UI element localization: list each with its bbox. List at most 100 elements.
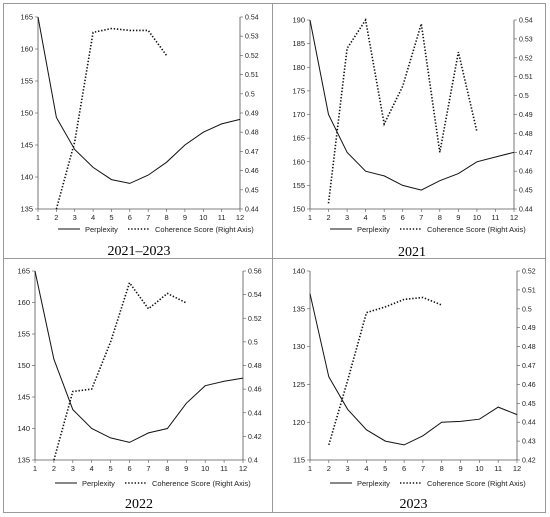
x-tick-label: 12	[236, 213, 244, 222]
panel-caption: 2022	[125, 497, 153, 512]
left-tick-label: 175	[292, 86, 305, 95]
x-tick-label: 2	[54, 213, 58, 222]
left-tick-label: 130	[292, 342, 305, 351]
right-tick-label: 0.49	[245, 111, 259, 118]
x-tick-label: 6	[401, 213, 405, 222]
legend-coherence-label: Coherence Score (Right Axis)	[152, 479, 251, 488]
legend-coherence-label: Coherence Score (Right Axis)	[427, 479, 526, 488]
left-tick-label: 160	[20, 45, 33, 54]
left-tick-label: 180	[292, 63, 305, 72]
x-tick-label: 5	[383, 464, 387, 473]
perplexity-series-line	[309, 293, 518, 446]
left-tick-label: 125	[292, 380, 305, 389]
chart-panel-3: 1351401451501551601650.40.420.440.460.48…	[17, 267, 261, 512]
x-tick-label: 4	[364, 464, 368, 473]
left-tick-label: 140	[20, 173, 33, 182]
legend-perplexity-label: Perplexity	[357, 479, 390, 488]
right-tick-label: 0.5	[519, 93, 529, 100]
left-tick-label: 115	[293, 456, 305, 465]
x-tick-label: 8	[165, 464, 169, 473]
legend-coherence-label: Coherence Score (Right Axis)	[155, 225, 254, 234]
left-tick-label: 145	[17, 393, 30, 402]
right-tick-label: 0.47	[245, 149, 259, 156]
x-tick-label: 4	[364, 213, 368, 222]
x-tick-label: 2	[52, 464, 56, 473]
right-tick-label: 0.54	[245, 15, 259, 22]
legend-perplexity-label: Perplexity	[82, 479, 115, 488]
x-tick-label: 9	[183, 213, 187, 222]
left-tick-label: 170	[292, 110, 305, 119]
x-tick-label: 4	[90, 464, 94, 473]
x-tick-label: 9	[458, 464, 462, 473]
x-tick-label: 12	[510, 213, 518, 222]
x-tick-label: 7	[146, 464, 150, 473]
right-tick-label: 0.45	[245, 187, 259, 194]
right-tick-label: 0.43	[522, 439, 536, 446]
coherence-series-line	[328, 296, 442, 446]
left-tick-label: 135	[17, 456, 30, 465]
x-tick-label: 10	[199, 213, 207, 222]
right-tick-label: 0.51	[522, 287, 536, 294]
right-tick-label: 0.47	[519, 150, 533, 157]
x-tick-label: 5	[382, 213, 386, 222]
x-tick-label: 12	[513, 464, 521, 473]
right-tick-label: 0.56	[248, 269, 262, 276]
left-tick-label: 145	[20, 141, 33, 150]
left-tick-label: 155	[20, 77, 33, 86]
coherence-series-line	[55, 27, 168, 210]
left-tick-label: 185	[292, 39, 305, 48]
x-tick-label: 11	[218, 213, 226, 222]
right-tick-label: 0.48	[519, 131, 533, 138]
x-tick-label: 10	[475, 464, 483, 473]
panel-divider-horizontal	[3, 258, 546, 259]
right-tick-label: 0.46	[519, 169, 533, 176]
x-tick-label: 1	[36, 213, 40, 222]
left-tick-label: 150	[17, 361, 30, 370]
right-tick-label: 0.5	[248, 339, 258, 346]
right-tick-label: 0.45	[522, 401, 536, 408]
left-tick-label: 135	[292, 304, 305, 313]
x-tick-label: 1	[308, 213, 312, 222]
right-tick-label: 0.47	[522, 363, 536, 370]
x-tick-label: 8	[440, 464, 444, 473]
left-tick-label: 150	[292, 205, 305, 214]
right-tick-label: 0.53	[519, 36, 533, 43]
coherence-series-line	[53, 281, 187, 461]
x-tick-label: 11	[220, 464, 228, 473]
right-tick-label: 0.5	[245, 91, 255, 98]
right-tick-label: 0.52	[522, 269, 536, 276]
chart-panel-2: 1501551601651701751801851900.440.450.460…	[292, 16, 532, 260]
left-tick-label: 120	[292, 418, 305, 427]
right-tick-label: 0.54	[248, 292, 262, 299]
right-tick-label: 0.44	[248, 410, 262, 417]
legend-coherence-label: Coherence Score (Right Axis)	[427, 225, 526, 234]
x-tick-label: 3	[346, 464, 350, 473]
left-tick-label: 160	[17, 298, 30, 307]
x-tick-label: 8	[438, 213, 442, 222]
chart-panel-1: 1351401451501551601650.440.450.460.470.4…	[20, 13, 258, 259]
right-tick-label: 0.5	[522, 306, 532, 313]
right-tick-label: 0.49	[519, 112, 533, 119]
x-tick-label: 2	[326, 213, 330, 222]
legend-perplexity-label: Perplexity	[85, 225, 118, 234]
x-tick-label: 7	[146, 213, 150, 222]
x-tick-label: 7	[419, 213, 423, 222]
right-tick-label: 0.44	[245, 207, 259, 214]
x-tick-label: 9	[456, 213, 460, 222]
x-tick-label: 6	[128, 213, 132, 222]
right-tick-label: 0.52	[248, 316, 262, 323]
x-tick-label: 11	[492, 213, 500, 222]
x-tick-label: 10	[473, 213, 481, 222]
right-tick-label: 0.48	[248, 363, 262, 370]
x-tick-label: 2	[327, 464, 331, 473]
panel-caption: 2021	[398, 245, 426, 260]
left-tick-label: 165	[292, 134, 305, 143]
legend-perplexity-label: Perplexity	[357, 225, 390, 234]
x-tick-label: 7	[421, 464, 425, 473]
x-tick-label: 5	[109, 213, 113, 222]
right-tick-label: 0.48	[245, 130, 259, 137]
x-tick-label: 1	[308, 464, 312, 473]
coherence-series-line	[327, 17, 478, 204]
left-tick-label: 140	[292, 267, 305, 276]
